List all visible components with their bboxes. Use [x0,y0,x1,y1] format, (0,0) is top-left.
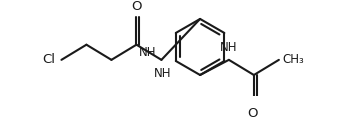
Text: O: O [247,107,258,120]
Text: O: O [131,0,142,13]
Text: NH: NH [139,46,156,59]
Text: Cl: Cl [42,53,55,66]
Text: NH: NH [154,67,172,80]
Text: CH₃: CH₃ [282,53,304,66]
Text: NH: NH [220,41,238,54]
